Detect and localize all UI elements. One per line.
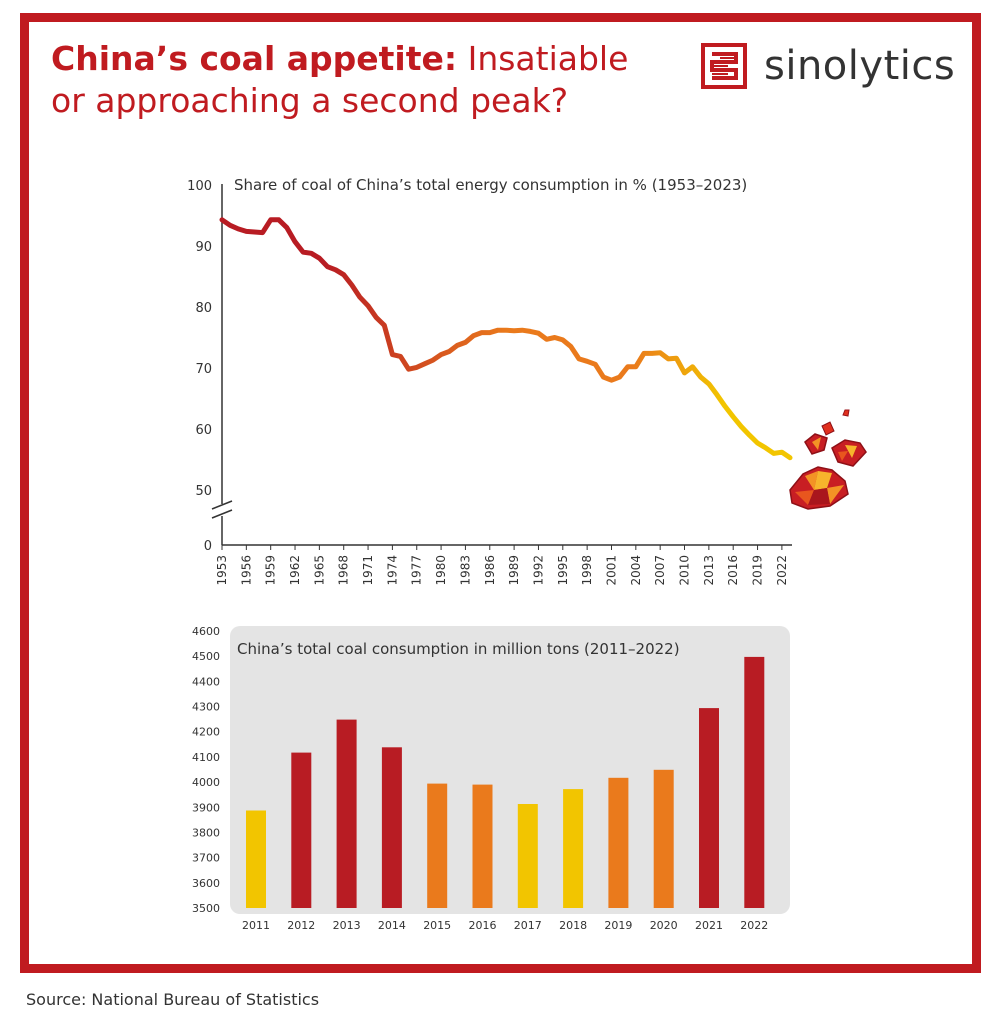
line-chart-title: Share of coal of China’s total energy co… — [234, 176, 747, 194]
bar-x-tick-label: 2017 — [514, 919, 542, 932]
line-x-tick-label: 1980 — [434, 555, 448, 586]
coal-consumption-bar — [336, 719, 357, 908]
bar-x-tick-label: 2019 — [604, 919, 632, 932]
line-x-tick-label: 2001 — [604, 555, 618, 586]
bar-x-tick-label: 2021 — [695, 919, 723, 932]
line-x-tick-label: 1959 — [264, 555, 278, 586]
line-y-tick-label: 60 — [195, 423, 212, 438]
line-x-tick-label: 2007 — [653, 555, 667, 586]
line-x-tick-label: 1995 — [556, 555, 570, 586]
bar-y-tick-label: 3700 — [192, 852, 220, 865]
bar-y-tick-label: 3600 — [192, 877, 220, 890]
bar-y-tick-label: 4100 — [192, 751, 220, 764]
line-y-tick-label: 80 — [195, 301, 212, 316]
bar-y-tick-label: 3900 — [192, 801, 220, 814]
line-x-tick-label: 1965 — [312, 555, 326, 586]
page-title: China’s coal appetite: Insatiable or appr… — [51, 38, 628, 122]
title-bold: China’s coal appetite: — [51, 39, 458, 78]
title-rest: Insatiable — [457, 39, 629, 78]
line-x-tick-label: 1974 — [385, 555, 399, 586]
coal-consumption-bar — [744, 656, 765, 908]
line-x-tick-label: 2022 — [775, 555, 789, 586]
bar-y-tick-label: 4200 — [192, 726, 220, 739]
bar-chart-title: China’s total coal consumption in millio… — [237, 640, 680, 658]
bar-x-tick-label: 2016 — [469, 919, 497, 932]
bar-x-tick-label: 2013 — [333, 919, 361, 932]
bar-y-tick-label: 4400 — [192, 675, 220, 688]
bar-chart: China’s total coal consumption in millio… — [192, 625, 768, 932]
line-y-tick-label: 0 — [204, 539, 212, 554]
coal-consumption-bar — [608, 777, 629, 908]
axis-break-mark-top — [211, 500, 233, 510]
bar-x-tick-label: 2011 — [242, 919, 270, 932]
line-x-tick-label: 1962 — [288, 555, 302, 586]
line-x-tick-label: 2013 — [702, 555, 716, 586]
line-chart: Share of coal of China’s total energy co… — [187, 176, 867, 586]
line-x-tick-label: 2019 — [751, 555, 765, 586]
coal-consumption-bar — [699, 708, 719, 908]
line-x-tick-label: 1977 — [410, 555, 424, 586]
coal-consumption-bar — [563, 789, 584, 908]
bar-y-tick-label: 4000 — [192, 776, 220, 789]
coal-consumption-bar — [517, 804, 538, 908]
coal-consumption-bar — [291, 752, 312, 908]
line-x-tick-label: 1983 — [458, 555, 472, 586]
bar-x-tick-label: 2020 — [650, 919, 678, 932]
coal-consumption-bar — [381, 747, 402, 908]
line-x-tick-label: 2010 — [678, 555, 692, 586]
bar-y-tick-label: 3800 — [192, 826, 220, 839]
line-x-tick-label: 1956 — [239, 555, 253, 586]
bar-chart-panel — [230, 626, 790, 914]
bar-x-tick-label: 2022 — [740, 919, 768, 932]
line-y-tick-label: 50 — [195, 484, 212, 499]
title-line-2: or approaching a second peak? — [51, 81, 569, 120]
bar-y-tick-label: 4600 — [192, 625, 220, 638]
coal-share-series-line — [219, 217, 793, 461]
logo-text: sinolytics — [764, 43, 956, 89]
coal-consumption-bar — [472, 784, 493, 908]
line-x-tick-label: 2004 — [629, 555, 643, 586]
sinolytics-logo-icon — [701, 43, 747, 89]
line-x-tick-label: 1971 — [361, 555, 375, 586]
coal-lumps-illustration — [789, 409, 867, 510]
line-x-tick-label: 1998 — [580, 555, 594, 586]
axis-break-mark-bottom — [211, 509, 233, 519]
brand-logo: sinolytics — [700, 42, 955, 90]
bar-x-tick-label: 2015 — [423, 919, 451, 932]
line-x-tick-label: 1986 — [483, 555, 497, 586]
line-x-tick-label: 2016 — [726, 555, 740, 586]
bar-x-tick-label: 2014 — [378, 919, 406, 932]
bar-x-tick-label: 2018 — [559, 919, 587, 932]
line-y-tick-label: 70 — [195, 362, 212, 377]
bar-y-tick-label: 4500 — [192, 650, 220, 663]
line-y-tick-label: 100 — [187, 179, 212, 194]
line-x-tick-label: 1968 — [337, 555, 351, 586]
coal-consumption-bar — [653, 769, 674, 908]
coal-consumption-bar — [427, 783, 448, 908]
line-x-tick-label: 1992 — [531, 555, 545, 586]
line-y-tick-label: 90 — [195, 240, 212, 255]
bar-y-tick-label: 3500 — [192, 902, 220, 915]
source-note: Source: National Bureau of Statistics — [26, 990, 320, 1009]
bar-y-tick-label: 4300 — [192, 701, 220, 714]
line-x-tick-label: 1953 — [215, 555, 229, 586]
line-x-tick-label: 1989 — [507, 555, 521, 586]
coal-consumption-bar — [246, 810, 266, 908]
bar-x-tick-label: 2012 — [287, 919, 315, 932]
